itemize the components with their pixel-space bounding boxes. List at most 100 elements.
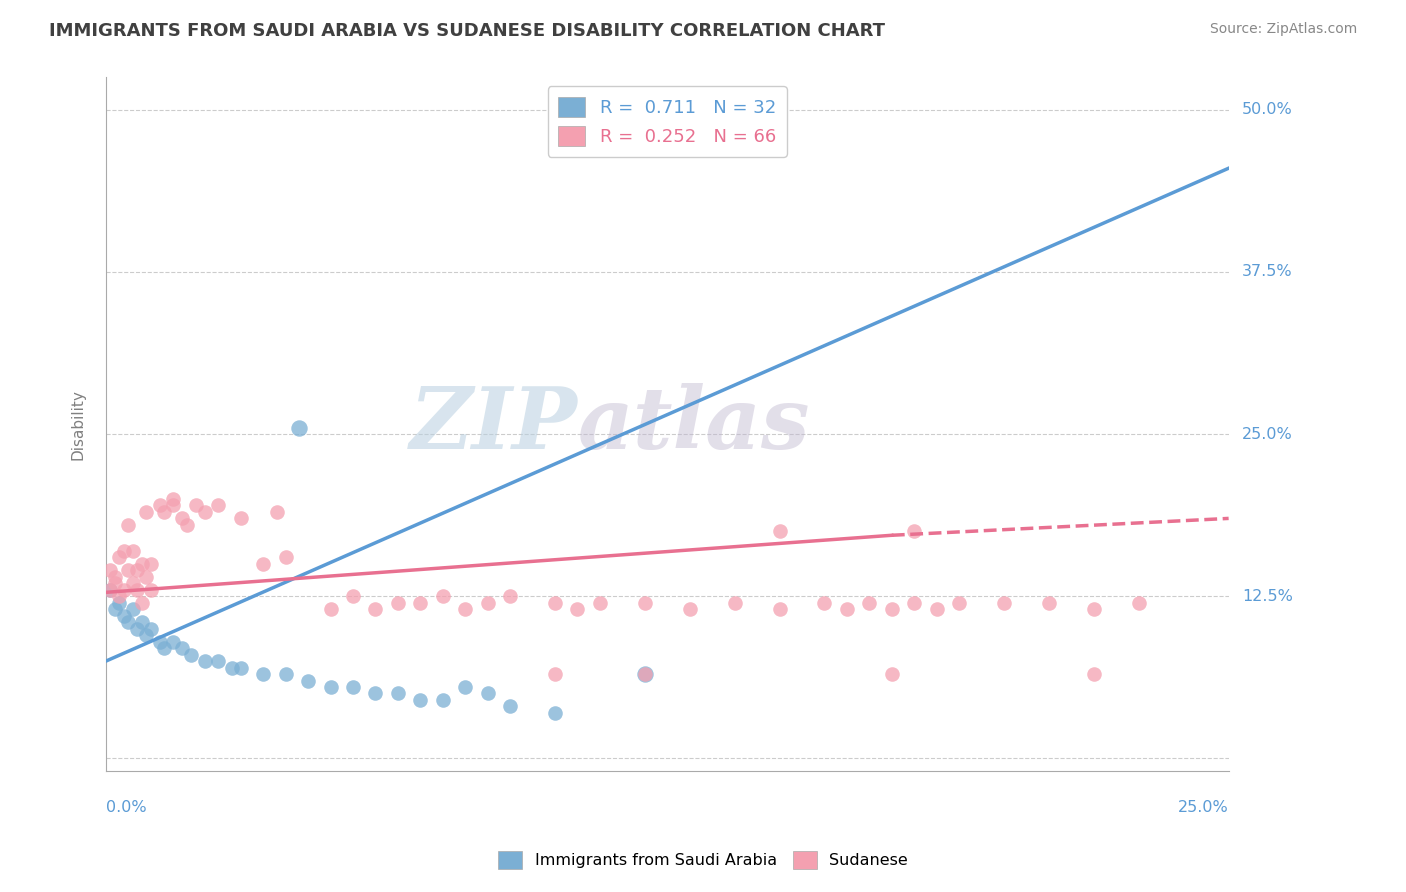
Point	[149, 634, 172, 648]
Point	[104, 602, 127, 616]
Point	[100, 563, 122, 577]
Point	[1083, 602, 1105, 616]
Text: atlas: atlas	[578, 383, 810, 467]
Point	[544, 596, 567, 610]
Point	[477, 686, 499, 700]
Point	[342, 589, 364, 603]
Point	[288, 420, 311, 434]
Point	[207, 499, 229, 513]
Point	[903, 596, 925, 610]
Point	[104, 570, 127, 584]
Point	[274, 550, 297, 565]
Point	[297, 673, 319, 688]
Point	[499, 699, 522, 714]
Point	[135, 570, 157, 584]
Point	[122, 602, 145, 616]
Point	[135, 628, 157, 642]
Point	[544, 667, 567, 681]
Point	[207, 654, 229, 668]
Point	[364, 602, 387, 616]
Point	[122, 544, 145, 558]
Point	[835, 602, 858, 616]
Point	[153, 505, 176, 519]
Point	[364, 686, 387, 700]
Text: 0.0%: 0.0%	[105, 800, 146, 815]
Point	[131, 557, 153, 571]
Point	[948, 596, 970, 610]
Text: IMMIGRANTS FROM SAUDI ARABIA VS SUDANESE DISABILITY CORRELATION CHART: IMMIGRANTS FROM SAUDI ARABIA VS SUDANESE…	[49, 22, 886, 40]
Point	[679, 602, 702, 616]
Point	[387, 686, 409, 700]
Point	[127, 582, 149, 597]
Point	[104, 576, 127, 591]
Text: 25.0%: 25.0%	[1178, 800, 1229, 815]
Point	[162, 491, 184, 506]
Point	[1083, 667, 1105, 681]
Point	[1128, 596, 1150, 610]
Point	[858, 596, 880, 610]
Point	[252, 667, 274, 681]
Point	[925, 602, 948, 616]
Point	[153, 641, 176, 656]
Point	[112, 608, 135, 623]
Point	[880, 667, 903, 681]
Point	[342, 680, 364, 694]
Point	[184, 499, 207, 513]
Point	[172, 641, 194, 656]
Point	[724, 596, 747, 610]
Point	[454, 602, 477, 616]
Text: Source: ZipAtlas.com: Source: ZipAtlas.com	[1209, 22, 1357, 37]
Point	[880, 602, 903, 616]
Point	[194, 505, 217, 519]
Point	[477, 596, 499, 610]
Point	[139, 557, 162, 571]
Point	[112, 582, 135, 597]
Text: 37.5%: 37.5%	[1241, 265, 1292, 279]
Point	[139, 622, 162, 636]
Point	[176, 517, 198, 532]
Point	[387, 596, 409, 610]
Point	[229, 511, 252, 525]
Point	[499, 589, 522, 603]
Point	[139, 582, 162, 597]
Point	[432, 589, 454, 603]
Point	[117, 615, 139, 629]
Legend: R =  0.711   N = 32, R =  0.252   N = 66: R = 0.711 N = 32, R = 0.252 N = 66	[547, 87, 787, 157]
Point	[112, 544, 135, 558]
Point	[589, 596, 612, 610]
Text: 25.0%: 25.0%	[1241, 426, 1294, 442]
Point	[221, 660, 243, 674]
Point	[194, 654, 217, 668]
Point	[544, 706, 567, 720]
Point	[252, 557, 274, 571]
Point	[903, 524, 925, 539]
Point	[409, 596, 432, 610]
Point	[813, 596, 835, 610]
Point	[634, 596, 657, 610]
Point	[274, 667, 297, 681]
Point	[409, 693, 432, 707]
Point	[993, 596, 1015, 610]
Point	[432, 693, 454, 707]
Point	[266, 505, 288, 519]
Point	[634, 667, 657, 681]
Point	[122, 576, 145, 591]
Point	[229, 660, 252, 674]
Point	[567, 602, 589, 616]
Text: ZIP: ZIP	[409, 383, 578, 467]
Point	[162, 499, 184, 513]
Point	[768, 524, 790, 539]
Point	[127, 563, 149, 577]
Point	[149, 499, 172, 513]
Point	[634, 667, 657, 681]
Point	[768, 602, 790, 616]
Point	[100, 582, 122, 597]
Point	[108, 596, 131, 610]
Point	[1038, 596, 1060, 610]
Point	[117, 517, 139, 532]
Legend: Immigrants from Saudi Arabia, Sudanese: Immigrants from Saudi Arabia, Sudanese	[492, 845, 914, 875]
Point	[454, 680, 477, 694]
Point	[319, 602, 342, 616]
Point	[100, 582, 122, 597]
Point	[108, 589, 131, 603]
